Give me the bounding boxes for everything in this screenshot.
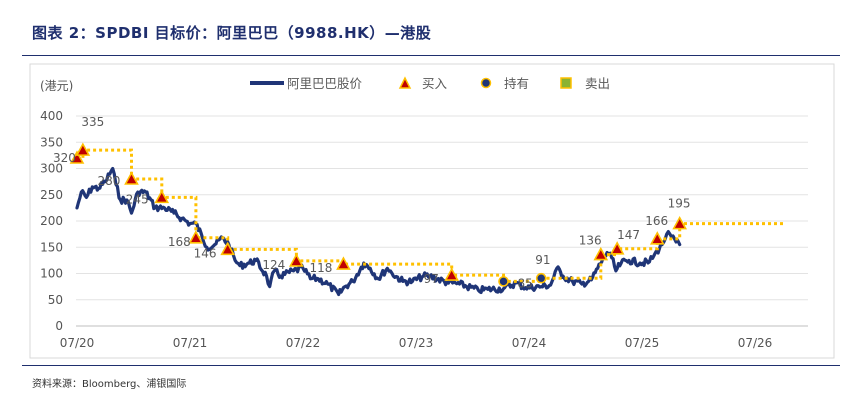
rating-markers [69, 142, 688, 287]
bottom-rule [22, 365, 840, 366]
legend-sell-icon [560, 77, 572, 89]
target-label: 85 [518, 276, 533, 290]
target-label: 147 [617, 228, 640, 242]
y-unit-label: (港元) [40, 79, 73, 93]
top-rule [22, 55, 840, 56]
target-label: 245 [126, 192, 149, 206]
buy-marker [444, 267, 460, 281]
target-label: 118 [309, 261, 332, 275]
buy-marker [124, 171, 139, 185]
hold-marker [498, 276, 509, 287]
target-label: 166 [645, 214, 668, 228]
buy-marker [289, 253, 304, 267]
legend: 阿里巴巴股价 买入 持有 卖出 [250, 76, 610, 91]
y-tick-label: 300 [40, 162, 63, 176]
target-label: 320 [53, 151, 76, 165]
source-note: 资料来源：Bloomberg、浦银国际 [32, 379, 187, 390]
y-tick-label: 50 [48, 293, 63, 307]
legend-hold-icon [480, 77, 492, 89]
target-label: 91 [535, 253, 550, 267]
x-axis-ticks: 07/20 07/21 07/22 07/23 07/24 07/25 07/26 [60, 336, 773, 350]
target-label: 168 [168, 235, 191, 249]
legend-price-label: 阿里巴巴股价 [287, 76, 363, 91]
x-tick-label: 07/21 [173, 336, 208, 350]
chart-frame [29, 63, 835, 359]
legend-hold-label: 持有 [504, 76, 529, 91]
buy-marker [69, 150, 85, 164]
legend-buy-icon [398, 76, 412, 89]
chart-title: 图表 2：SPDBI 目标价：阿里巴巴（9988.HK）—港股 [32, 24, 432, 42]
price-line [75, 166, 682, 297]
x-tick-label: 07/20 [60, 336, 95, 350]
y-tick-label: 200 [40, 214, 63, 228]
target-label: 97 [424, 272, 439, 286]
buy-marker [220, 241, 236, 256]
y-tick-label: 250 [40, 188, 63, 202]
y-tick-label: 100 [40, 267, 63, 281]
target-label: 146 [194, 246, 217, 260]
target-label: 195 [668, 197, 691, 211]
buy-marker [649, 231, 665, 245]
gridlines [76, 115, 808, 327]
y-tick-label: 400 [40, 109, 63, 123]
y-axis-ticks: 0 50 100 150 200 250 300 350 400 [40, 109, 63, 333]
x-tick-label: 07/24 [512, 336, 547, 350]
x-tick-label: 07/22 [286, 336, 321, 350]
buy-marker [154, 189, 170, 204]
y-tick-label: 0 [55, 319, 63, 333]
hold-marker [535, 272, 547, 284]
y-tick-label: 350 [40, 135, 63, 149]
target-label: 136 [579, 234, 602, 248]
buy-marker [188, 230, 204, 244]
target-label: 335 [81, 115, 104, 129]
buy-marker [672, 215, 688, 230]
x-tick-label: 07/23 [399, 336, 434, 350]
buy-marker [75, 142, 91, 156]
x-tick-label: 07/26 [738, 336, 773, 350]
legend-buy-label: 买入 [422, 76, 448, 91]
buy-marker [336, 256, 351, 270]
price-series [75, 166, 682, 297]
legend-sell-label: 卖出 [585, 76, 610, 91]
x-tick-label: 07/25 [625, 336, 660, 350]
target-price-series [77, 148, 784, 283]
y-tick-label: 150 [40, 240, 63, 254]
target-label: 280 [97, 174, 120, 188]
buy-marker [593, 246, 609, 261]
target-price-line [77, 148, 784, 283]
buy-marker [609, 241, 625, 255]
target-label: 124 [262, 258, 285, 272]
